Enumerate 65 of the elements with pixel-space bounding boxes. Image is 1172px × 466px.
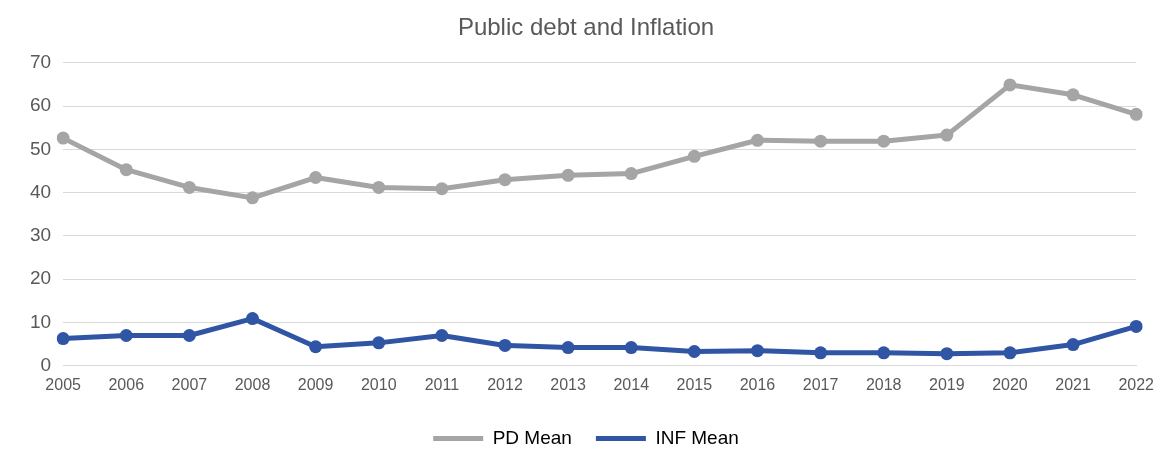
x-tick-label: 2020 bbox=[992, 375, 1028, 393]
point bbox=[877, 346, 891, 360]
point bbox=[750, 133, 764, 147]
point bbox=[498, 173, 512, 187]
y-tick-label: 0 bbox=[40, 354, 52, 376]
x-tick-label: 2019 bbox=[929, 375, 965, 393]
x-tick-label: 2007 bbox=[171, 375, 208, 393]
x-tick-label: 2021 bbox=[1055, 375, 1091, 393]
point bbox=[56, 131, 70, 145]
point bbox=[435, 182, 449, 196]
point bbox=[624, 341, 638, 355]
point bbox=[119, 329, 133, 342]
point bbox=[1003, 78, 1017, 92]
point bbox=[182, 180, 196, 194]
point bbox=[372, 180, 386, 194]
point bbox=[1129, 107, 1143, 121]
x-tick-label: 2022 bbox=[1118, 375, 1155, 393]
point bbox=[56, 332, 70, 346]
x-tick-label: 2015 bbox=[676, 375, 713, 393]
point bbox=[1066, 88, 1080, 102]
x-tick-label: 2013 bbox=[550, 375, 587, 393]
point bbox=[1129, 319, 1143, 333]
point bbox=[246, 312, 259, 326]
y-tick-label: 30 bbox=[29, 224, 52, 246]
x-tick-label: 2006 bbox=[108, 375, 145, 393]
legend-label: PD Mean bbox=[492, 426, 572, 448]
point bbox=[182, 329, 196, 342]
point bbox=[309, 340, 323, 354]
point bbox=[877, 134, 891, 148]
x-tick-label: 2018 bbox=[865, 375, 902, 393]
x-tick-label: 2010 bbox=[360, 375, 397, 393]
point bbox=[1066, 338, 1080, 352]
y-tick-label: 20 bbox=[29, 267, 52, 289]
x-tick-label: 2016 bbox=[739, 375, 776, 393]
x-tick-label: 2014 bbox=[613, 375, 650, 393]
point bbox=[1003, 346, 1017, 360]
point bbox=[814, 346, 828, 360]
point bbox=[687, 149, 701, 163]
point bbox=[940, 347, 954, 361]
y-tick-label: 40 bbox=[29, 180, 52, 202]
point bbox=[309, 171, 323, 185]
legend-label: INF Mean bbox=[655, 426, 739, 448]
point bbox=[435, 329, 449, 342]
x-tick-label: 2005 bbox=[45, 375, 82, 393]
point bbox=[750, 344, 764, 358]
point bbox=[498, 338, 512, 352]
y-tick-label: 70 bbox=[29, 51, 52, 73]
x-tick-label: 2012 bbox=[487, 375, 523, 393]
point bbox=[624, 167, 638, 181]
point bbox=[814, 134, 828, 148]
y-tick-label: 10 bbox=[29, 310, 52, 332]
point bbox=[119, 163, 133, 177]
point bbox=[687, 345, 701, 359]
y-tick-label: 50 bbox=[29, 137, 52, 159]
chart-title: Public debt and Inflation bbox=[457, 13, 715, 41]
y-tick-label: 60 bbox=[29, 94, 52, 116]
point bbox=[246, 191, 259, 205]
x-tick-label: 2009 bbox=[297, 375, 334, 393]
point bbox=[372, 336, 386, 350]
point bbox=[561, 341, 575, 355]
point bbox=[940, 128, 954, 142]
x-tick-label: 2008 bbox=[234, 375, 271, 393]
x-tick-label: 2011 bbox=[424, 375, 460, 393]
point bbox=[561, 168, 575, 182]
x-tick-label: 2017 bbox=[802, 375, 839, 393]
